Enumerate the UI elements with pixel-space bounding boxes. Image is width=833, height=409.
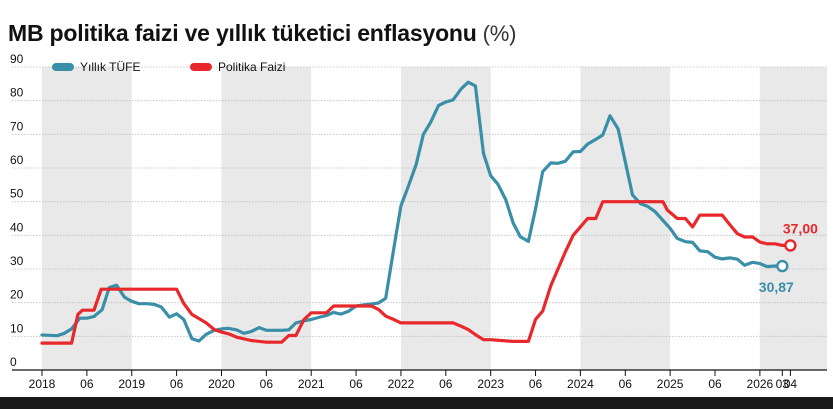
legend-swatch-tufe xyxy=(52,63,74,71)
y-tick-label: 50 xyxy=(10,187,24,201)
x-tick-label: 06 xyxy=(439,377,453,391)
year-band-2018 xyxy=(42,67,132,370)
bottom-bar xyxy=(0,397,833,409)
year-band-2026 xyxy=(759,67,827,370)
series-end-label-tufe: 30,87 xyxy=(759,279,794,295)
x-tick-label: 06 xyxy=(260,377,274,391)
x-tick-label: 2018 xyxy=(29,377,56,391)
top-rule xyxy=(0,0,833,6)
x-tick-label: 2020 xyxy=(208,377,235,391)
series-line-politika-faizi xyxy=(40,200,792,345)
x-tick-label: 2021 xyxy=(298,377,325,391)
y-tick-label: 80 xyxy=(10,86,24,100)
y-tick-label: 40 xyxy=(10,220,24,234)
x-tick-label: 06 xyxy=(170,377,184,391)
x-tick-label: 04 xyxy=(784,377,798,391)
x-tick-label: 2023 xyxy=(477,377,504,391)
series-line-tufe xyxy=(40,80,784,343)
x-tick-label: 2022 xyxy=(388,377,415,391)
x-tick-label: 06 xyxy=(619,377,633,391)
x-tick-label: 03 xyxy=(776,377,790,391)
y-tick-label: 30 xyxy=(10,254,24,268)
series-end-marker-politika-faizi xyxy=(784,239,797,252)
x-tick-label: 2026 xyxy=(747,377,774,391)
y-tick-label: 10 xyxy=(10,321,24,335)
legend-label-tufe: Yıllık TÜFE xyxy=(80,60,140,74)
y-tick-label: 0 xyxy=(10,355,17,369)
x-tick-label: 06 xyxy=(80,377,94,391)
x-tick-label: 2024 xyxy=(567,377,594,391)
chart-unit: (%) xyxy=(482,21,517,46)
year-band-2020 xyxy=(221,67,312,370)
x-tick-label: 2019 xyxy=(118,377,145,391)
x-tick-label: 06 xyxy=(708,377,722,391)
x-tick-label: 2025 xyxy=(657,377,684,391)
y-tick-label: 20 xyxy=(10,288,24,302)
chart-title: MB politika faizi ve yıllık tüketici enf… xyxy=(8,20,516,47)
y-tick-label: 60 xyxy=(10,153,24,167)
y-tick-label: 90 xyxy=(10,52,24,66)
x-tick-label: 06 xyxy=(529,377,543,391)
series-end-label-politika-faizi: 37,00 xyxy=(783,220,818,236)
chart-title-text: MB politika faizi ve yıllık tüketici enf… xyxy=(8,20,477,46)
year-band-2022 xyxy=(400,67,491,370)
legend-label-politika-faizi: Politika Faizi xyxy=(218,60,285,74)
y-tick-label: 70 xyxy=(10,119,24,133)
legend-swatch-politika-faizi xyxy=(190,63,212,71)
x-tick-label: 06 xyxy=(349,377,363,391)
series-end-marker-tufe xyxy=(776,259,789,273)
